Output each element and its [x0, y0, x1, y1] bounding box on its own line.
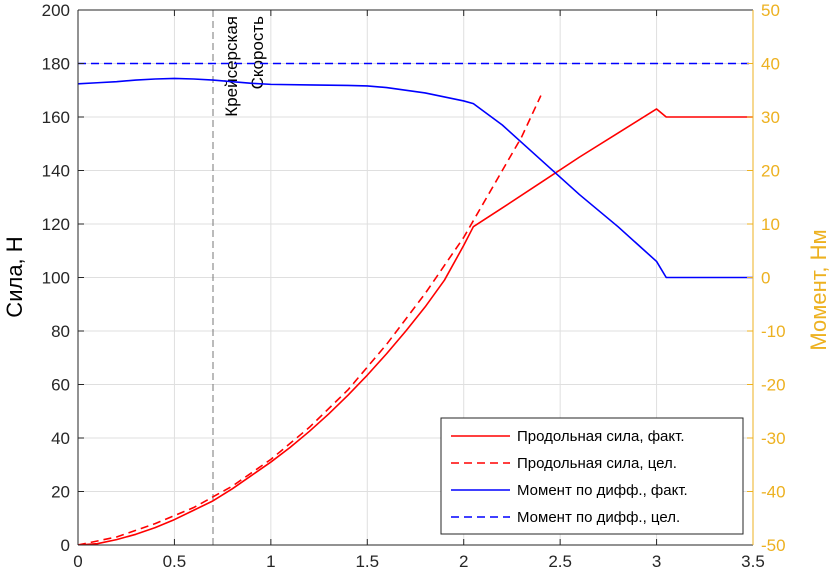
y-left-tick-label: 200 — [42, 1, 70, 20]
y-right-tick-label: 30 — [761, 108, 780, 127]
y-right-tick-label: 0 — [761, 269, 770, 288]
series-line-2 — [78, 77, 753, 279]
y-left-tick-label: 40 — [51, 429, 70, 448]
series-line-1 — [78, 95, 542, 545]
y-left-tick-label: 80 — [51, 322, 70, 341]
y-right-tick-label: -40 — [761, 483, 786, 502]
axes — [77, 9, 754, 546]
y-right-tick-label: 20 — [761, 162, 780, 181]
y-left-tick-label: 140 — [42, 162, 70, 181]
x-tick-label: 2 — [459, 552, 468, 571]
legend: Продольная сила, факт. Продольная сила, ц… — [440, 417, 744, 535]
y-right-tick-label: -50 — [761, 536, 786, 555]
legend-box — [440, 417, 744, 535]
y-left-tick-label: 60 — [51, 376, 70, 395]
cruise-speed-annotation: Крейсерская Скорость — [212, 10, 267, 545]
x-tick-label: 0.5 — [163, 552, 187, 571]
x-tick-label: 0 — [73, 552, 82, 571]
x-tick-label: 3.5 — [741, 552, 765, 571]
y-right-tick-labels: -50 -40 -30 -20 -10 0 10 20 30 40 50 — [761, 1, 786, 555]
y-right-tick-label: -20 — [761, 376, 786, 395]
series-group — [78, 62, 753, 545]
legend-label-2: Момент по дифф., факт. — [517, 482, 688, 499]
x-tick-label: 3 — [652, 552, 661, 571]
x-tick-label: 1 — [266, 552, 275, 571]
y-right-tick-label: -30 — [761, 429, 786, 448]
y-left-tick-label: 100 — [42, 269, 70, 288]
y-left-tick-label: 0 — [61, 536, 70, 555]
y-left-tick-label: 160 — [42, 108, 70, 127]
legend-label-1: Продольная сила, цел. — [517, 455, 677, 472]
y-left-tick-label: 180 — [42, 55, 70, 74]
y-left-tick-label: 120 — [42, 215, 70, 234]
y-left-tick-label: 20 — [51, 483, 70, 502]
legend-label-0: Продольная сила, факт. — [517, 428, 684, 445]
y-left-axis-label: Сила, Н — [2, 236, 27, 317]
x-tick-label: 2.5 — [548, 552, 572, 571]
x-tick-label: 1.5 — [355, 552, 379, 571]
cruise-speed-label: Крейсерская — [222, 16, 241, 117]
y-right-tick-label: -10 — [761, 322, 786, 341]
y-right-tick-label: 50 — [761, 1, 780, 20]
y-right-axis-label: Момент, Нм — [806, 229, 831, 350]
y-left-tick-labels: 0 20 40 60 80 100 120 140 160 180 200 — [42, 1, 70, 555]
series-line-0 — [78, 108, 753, 545]
x-tick-labels: 0 0.5 1 1.5 2 2.5 3 3.5 — [73, 552, 765, 571]
y-right-tick-label: 40 — [761, 55, 780, 74]
legend-label-3: Момент по дифф., цел. — [517, 509, 680, 526]
y-right-tick-label: 10 — [761, 215, 780, 234]
cruise-speed-label: Скорость — [248, 16, 267, 90]
